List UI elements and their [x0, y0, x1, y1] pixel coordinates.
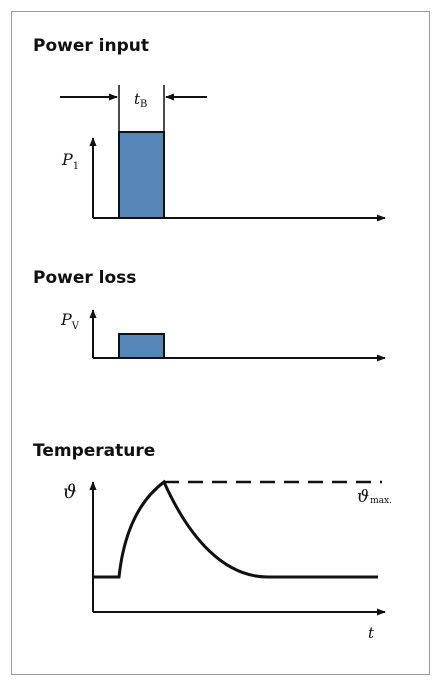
- power-loss-chart: PV: [60, 309, 386, 362]
- power-input-title: Power input: [33, 36, 150, 56]
- duration-label: tB: [134, 90, 147, 110]
- temperature-curve: [93, 479, 378, 579]
- power-input-axis-label: P1: [61, 150, 79, 172]
- power-input-chart: tB P1: [60, 85, 386, 222]
- power-loss-axis-label: PV: [60, 310, 80, 332]
- figure-frame: [11, 11, 430, 675]
- power-loss-title: Power loss: [33, 268, 137, 288]
- power-loss-pulse: [118, 333, 165, 359]
- max-temperature-label: ϑmax.: [357, 487, 392, 507]
- temperature-chart: ϑ ϑmax. t: [63, 479, 392, 642]
- power-input-pulse: [118, 131, 165, 219]
- temperature-axis-label: ϑ: [63, 481, 77, 503]
- temperature-title: Temperature: [33, 441, 156, 461]
- time-axis-label: t: [368, 624, 375, 642]
